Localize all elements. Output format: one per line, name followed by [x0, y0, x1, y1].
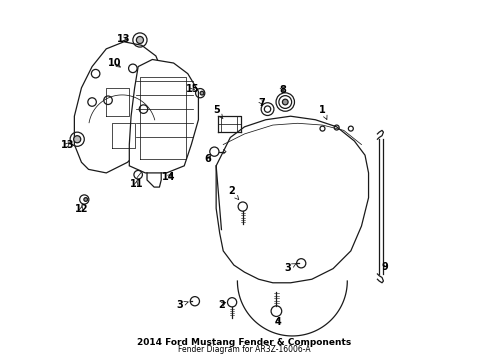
Text: 7: 7 [258, 98, 264, 108]
Text: 12: 12 [75, 204, 88, 214]
Polygon shape [129, 59, 198, 173]
Text: 1: 1 [319, 105, 326, 120]
Text: 10: 10 [107, 58, 121, 68]
Circle shape [200, 91, 203, 95]
Text: 2: 2 [227, 186, 238, 200]
Text: 13: 13 [116, 34, 130, 44]
Circle shape [84, 198, 87, 201]
Text: 4: 4 [274, 317, 281, 327]
Text: 14: 14 [161, 172, 175, 182]
Text: Fender Diagram for AR3Z-16006-A: Fender Diagram for AR3Z-16006-A [178, 345, 310, 354]
Text: 11: 11 [129, 179, 143, 189]
Polygon shape [74, 42, 166, 173]
Text: 2014 Ford Mustang Fender & Components: 2014 Ford Mustang Fender & Components [137, 338, 351, 347]
Text: 2: 2 [218, 300, 225, 310]
Circle shape [282, 99, 287, 105]
Text: 13: 13 [61, 140, 74, 149]
Text: 5: 5 [212, 105, 223, 119]
Text: 3: 3 [284, 263, 295, 273]
Text: 9: 9 [380, 262, 387, 272]
Text: 15: 15 [186, 84, 200, 94]
Text: 3: 3 [176, 300, 188, 310]
Circle shape [136, 36, 143, 44]
Polygon shape [216, 116, 368, 283]
Text: 6: 6 [204, 154, 211, 165]
Text: 8: 8 [279, 85, 285, 95]
Circle shape [74, 136, 81, 143]
